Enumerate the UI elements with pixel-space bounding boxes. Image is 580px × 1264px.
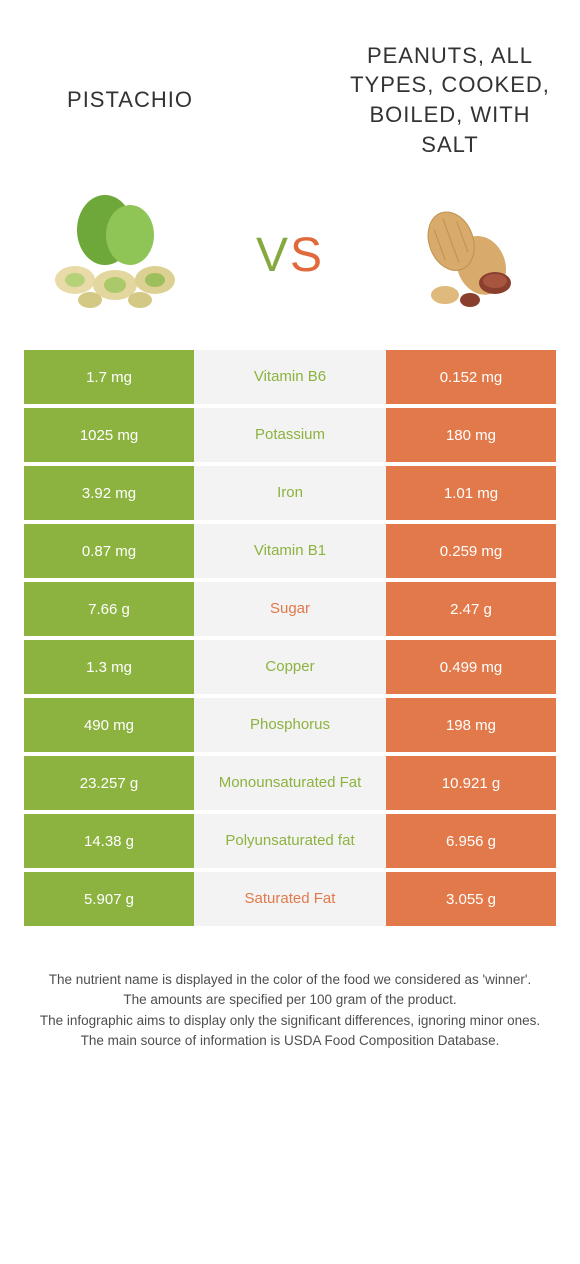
nutrient-name: Sugar: [194, 582, 386, 636]
right-value: 198 mg: [386, 698, 556, 752]
nutrient-name: Vitamin B1: [194, 524, 386, 578]
table-row: 23.257 gMonounsaturated Fat10.921 g: [24, 756, 556, 810]
table-row: 1025 mgPotassium180 mg: [24, 408, 556, 462]
left-value: 0.87 mg: [24, 524, 194, 578]
footer-line-3: The infographic aims to display only the…: [30, 1011, 550, 1031]
left-value: 490 mg: [24, 698, 194, 752]
footer-line-4: The main source of information is USDA F…: [30, 1031, 550, 1051]
nutrient-name: Iron: [194, 466, 386, 520]
table-row: 14.38 gPolyunsaturated fat6.956 g: [24, 814, 556, 868]
nutrient-name: Copper: [194, 640, 386, 694]
table-row: 7.66 gSugar2.47 g: [24, 582, 556, 636]
table-row: 1.3 mgCopper0.499 mg: [24, 640, 556, 694]
right-value: 2.47 g: [386, 582, 556, 636]
left-value: 5.907 g: [24, 872, 194, 926]
footer-notes: The nutrient name is displayed in the co…: [0, 930, 580, 1071]
footer-line-1: The nutrient name is displayed in the co…: [30, 970, 550, 990]
left-value: 14.38 g: [24, 814, 194, 868]
left-value: 1025 mg: [24, 408, 194, 462]
left-food-title: Pistachio: [30, 87, 230, 113]
right-value: 10.921 g: [386, 756, 556, 810]
nutrient-name: Polyunsaturated fat: [194, 814, 386, 868]
header-right: Peanuts, all types, cooked, boiled, with…: [350, 41, 550, 160]
nutrient-name: Phosphorus: [194, 698, 386, 752]
nutrient-name: Potassium: [194, 408, 386, 462]
left-value: 23.257 g: [24, 756, 194, 810]
right-value: 0.259 mg: [386, 524, 556, 578]
table-row: 5.907 gSaturated Fat3.055 g: [24, 872, 556, 926]
left-value: 7.66 g: [24, 582, 194, 636]
left-value: 3.92 mg: [24, 466, 194, 520]
right-value: 0.152 mg: [386, 350, 556, 404]
table-row: 1.7 mgVitamin B60.152 mg: [24, 350, 556, 404]
table-row: 3.92 mgIron1.01 mg: [24, 466, 556, 520]
vs-s: S: [290, 229, 324, 282]
vs-row: VS: [0, 180, 580, 350]
peanut-image: [380, 190, 550, 320]
nutrient-name: Vitamin B6: [194, 350, 386, 404]
right-value: 180 mg: [386, 408, 556, 462]
right-food-title: Peanuts, all types, cooked, boiled, with…: [350, 41, 550, 160]
right-value: 6.956 g: [386, 814, 556, 868]
footer-line-2: The amounts are specified per 100 gram o…: [30, 990, 550, 1010]
nutrient-name: Saturated Fat: [194, 872, 386, 926]
table-row: 490 mgPhosphorus198 mg: [24, 698, 556, 752]
right-value: 1.01 mg: [386, 466, 556, 520]
vs-v: V: [256, 229, 290, 282]
left-value: 1.7 mg: [24, 350, 194, 404]
pistachio-image: [30, 190, 200, 320]
nutrient-table: 1.7 mgVitamin B60.152 mg1025 mgPotassium…: [0, 350, 580, 926]
header-left: Pistachio: [30, 87, 230, 113]
vs-label: VS: [256, 228, 324, 283]
table-row: 0.87 mgVitamin B10.259 mg: [24, 524, 556, 578]
nutrient-name: Monounsaturated Fat: [194, 756, 386, 810]
right-value: 0.499 mg: [386, 640, 556, 694]
header: Pistachio Peanuts, all types, cooked, bo…: [0, 0, 580, 180]
right-value: 3.055 g: [386, 872, 556, 926]
left-value: 1.3 mg: [24, 640, 194, 694]
